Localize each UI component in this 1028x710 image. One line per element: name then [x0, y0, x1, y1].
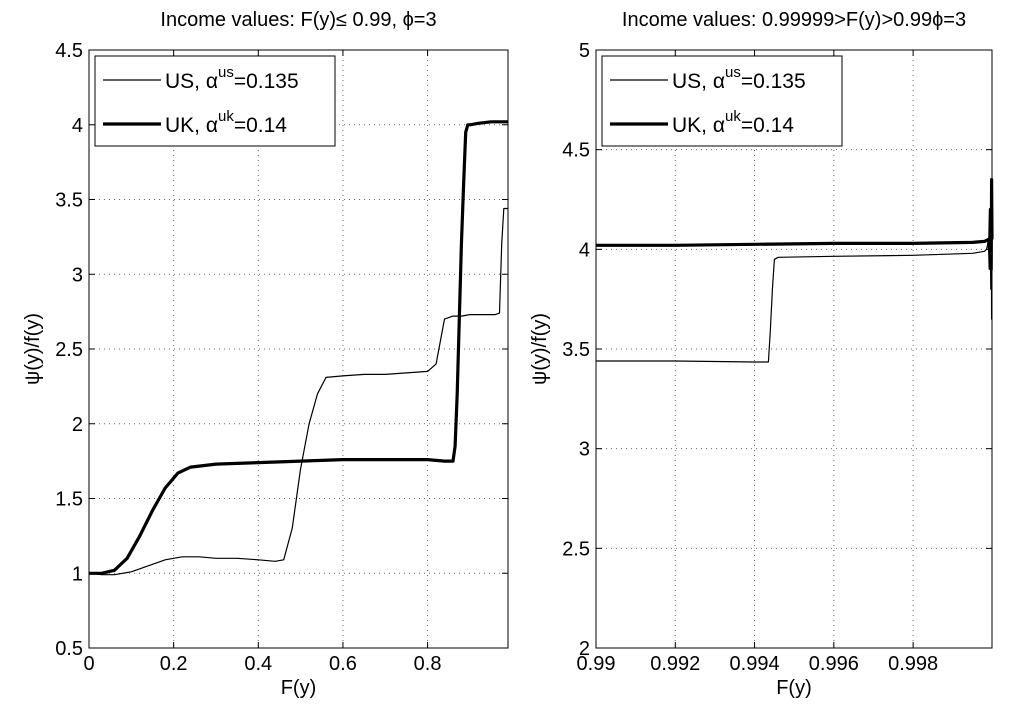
x-axis-label: F(y): [776, 677, 812, 699]
y-tick-label: 4.5: [55, 40, 83, 62]
series-line-us: [88, 207, 508, 576]
x-tick-label: 0.996: [809, 653, 859, 675]
plot-area: [89, 50, 508, 648]
legend-entry-us: US, αus=0.135: [672, 64, 806, 93]
legend-entry-name: UK, α: [672, 114, 725, 137]
x-tick-label: 0.994: [730, 653, 780, 675]
y-tick-label: 3.5: [55, 190, 83, 212]
series-line-us: [596, 188, 993, 363]
x-tick-label: 0.99: [577, 653, 616, 675]
chart-title: Income values: F(y)≤ 0.99, ϕ=3: [160, 9, 436, 31]
series-line-uk: [596, 178, 994, 271]
legend-entry-value: =0.135: [741, 70, 806, 93]
x-tick-label: 0: [83, 653, 94, 675]
y-tick-label: 3: [579, 439, 590, 461]
legend-entry-superscript: uk: [725, 108, 741, 125]
legend: US, αus=0.135 UK, αuk=0.14: [601, 55, 843, 147]
x-axis-label: F(y): [281, 677, 317, 699]
chart-title: Income values: 0.99999>F(y)>0.99ϕ=3: [622, 9, 966, 31]
x-tick-label: 0.2: [160, 653, 188, 675]
legend-box: [601, 55, 843, 147]
legend-entry-name: US, α: [672, 70, 725, 93]
legend-entry-value: =0.14: [234, 114, 287, 137]
legend-entry-value: =0.14: [741, 114, 794, 137]
legend-entry-name: UK, α: [165, 114, 218, 137]
y-tick-label: 4: [72, 115, 83, 137]
legend-entry-superscript: uk: [218, 108, 234, 125]
y-tick-label: 1.5: [55, 489, 83, 511]
y-tick-label: 0.5: [55, 638, 83, 660]
legend-entry-value: =0.135: [234, 70, 299, 93]
legend-box: [94, 55, 336, 147]
legend-entry-uk: UK, αuk=0.14: [672, 108, 794, 137]
y-tick-label: 3.5: [562, 339, 590, 361]
y-tick-label: 5: [579, 40, 590, 62]
chart-panel-2: 0.99 0.992 0.994 0.996 0.998 2 2.5 3 3.5 4 4.5 5 Inc…: [529, 9, 994, 699]
y-tick-label: 2: [72, 414, 83, 436]
y-axis-label: ψ(y)/f(y): [22, 313, 44, 385]
legend-entry-superscript: us: [218, 64, 234, 81]
x-tick-label: 0.6: [329, 653, 357, 675]
y-tick-label: 2.5: [562, 538, 590, 560]
y-tick-label: 2: [579, 638, 590, 660]
y-tick-label: 4: [579, 239, 590, 261]
y-tick-label: 3: [72, 264, 83, 286]
series-line-uk: [89, 120, 508, 575]
chart-panel-1: 0 0.2 0.4 0.6 0.8 0.5 1 1.5 2 2.5 3 3.5 4 4.5 Income v…: [22, 9, 509, 699]
y-tick-label: 4.5: [562, 140, 590, 162]
legend-entry-us: US, αus=0.135: [165, 64, 299, 93]
y-axis-label: ψ(y)/f(y): [529, 313, 551, 385]
x-tick-label: 0.998: [888, 653, 938, 675]
legend-entry-uk: UK, αuk=0.14: [165, 108, 287, 137]
x-tick-label: 0.8: [414, 653, 442, 675]
y-tick-label: 1: [72, 563, 83, 585]
legend-entry-name: US, α: [165, 70, 218, 93]
legend-entry-superscript: us: [725, 64, 741, 81]
legend: US, αus=0.135 UK, αuk=0.14: [94, 55, 336, 147]
y-tick-label: 2.5: [55, 339, 83, 361]
x-tick-label: 0.4: [244, 653, 272, 675]
x-tick-label: 0.992: [650, 653, 700, 675]
